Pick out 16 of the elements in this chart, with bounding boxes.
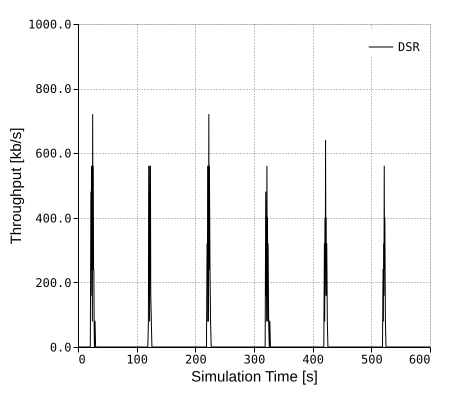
y-tick-label: 600.0 xyxy=(35,146,72,161)
x-tick-label: 500 xyxy=(360,352,383,366)
x-tick-label: 100 xyxy=(126,352,148,366)
x-tick-label: 300 xyxy=(244,352,266,366)
y-tick-label: 1000.0 xyxy=(28,18,72,32)
x-axis-title: Simulation Time [s] xyxy=(191,368,318,386)
x-tick-label: 200 xyxy=(184,352,207,366)
y-tick-label: 800.0 xyxy=(35,82,72,96)
legend-label: DSR xyxy=(398,40,420,54)
x-tick-label: 400 xyxy=(302,352,324,366)
x-tick-label: 600 xyxy=(408,352,430,366)
y-axis-title: Throughput [kb/s] xyxy=(8,128,26,244)
y-tick-label: 200.0 xyxy=(35,276,72,290)
x-tick-label: 0 xyxy=(78,352,86,366)
y-tick-label: 400.0 xyxy=(35,211,72,226)
y-tick-label: 0.0 xyxy=(50,340,72,354)
